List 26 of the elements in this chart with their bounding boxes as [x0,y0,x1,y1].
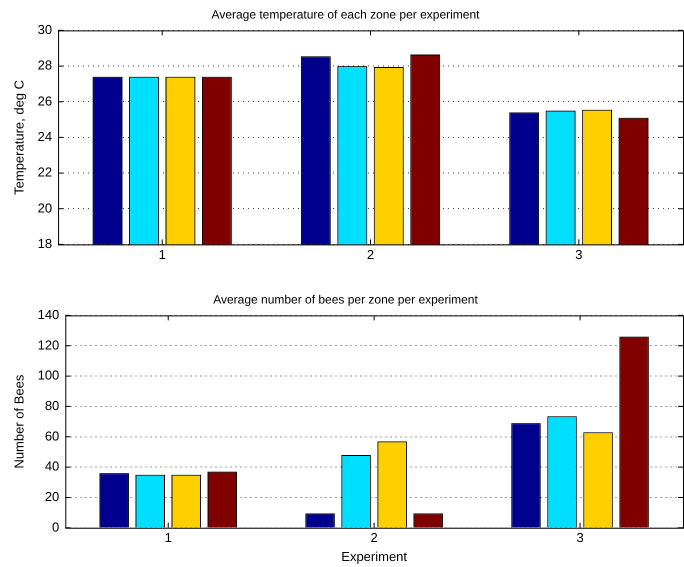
x-tick-label: 1 [158,246,166,262]
y-tick-label: 28 [38,58,52,73]
x-axis-title: Experiment [341,548,408,564]
chart-title: Average temperature of each zone per experiment [212,8,480,22]
y-tick-label: 0 [52,519,60,534]
x-tick-label: 1 [164,530,172,546]
x-tick-label: 3 [575,246,582,262]
y-tick-label: 30 [38,22,52,37]
y-tick-label: 60 [44,428,60,444]
y-tick-label: 24 [38,128,52,144]
x-tick-label: 3 [576,530,584,546]
y-tick-label: 20 [44,489,60,504]
y-tick-label: 26 [38,93,52,108]
y-axis-title: Number of Bees [11,374,26,469]
y-tick-label: 100 [38,368,60,383]
y-tick-label: 20 [38,200,52,216]
y-tick-label: 22 [38,164,52,180]
y-tick-label: 80 [44,398,60,414]
y-tick-label: 120 [38,337,60,352]
y-axis-title: Temperature, deg C [11,80,26,195]
y-tick-label: 40 [44,458,60,474]
y-tick-label: 18 [38,236,52,251]
y-tick-label: 140 [38,306,60,322]
chart-title: Average number of bees per zone per experiment [213,292,478,307]
x-tick-label: 2 [366,246,374,262]
x-tick-label: 2 [370,530,378,546]
